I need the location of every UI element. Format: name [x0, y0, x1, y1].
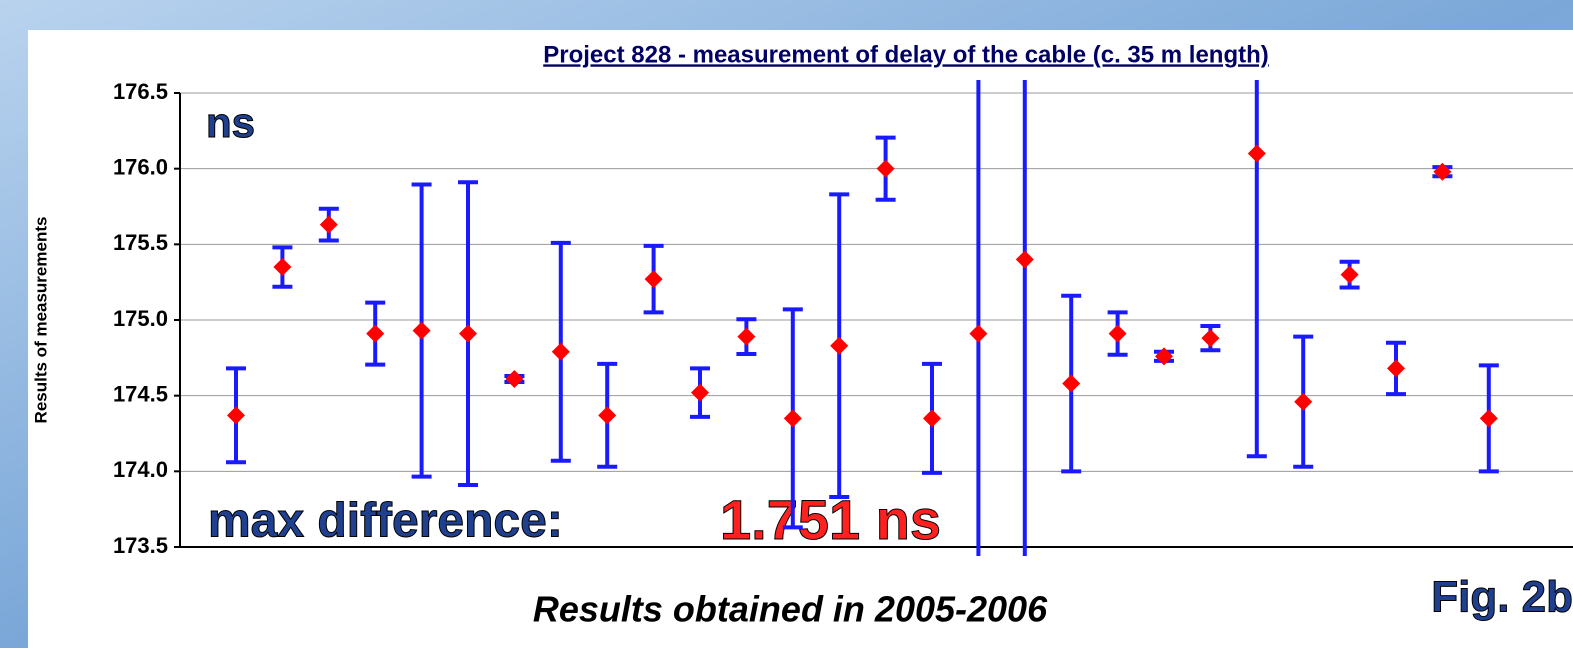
marker — [1340, 265, 1359, 284]
marker — [783, 409, 802, 428]
marker — [1433, 162, 1452, 181]
marker — [969, 324, 988, 343]
plot: 173.5 174.0 174.5 175.0 175.5 176.0 176.5 — [113, 79, 1573, 558]
y-tick-label: 175.0 — [113, 306, 168, 331]
marker — [551, 342, 570, 361]
marker — [923, 409, 941, 428]
marker — [273, 258, 292, 277]
marker — [598, 406, 617, 425]
x-axis-label: Results obtained in 2005-2006 — [533, 589, 1048, 630]
marker — [876, 159, 895, 178]
marker — [1387, 359, 1405, 378]
marker — [1108, 324, 1127, 343]
marker — [691, 383, 709, 402]
figure-label: Fig. 2b — [1431, 573, 1573, 622]
chart-title: Project 828 - measurement of delay of th… — [543, 41, 1269, 68]
marker — [1294, 392, 1313, 411]
marker — [830, 336, 849, 355]
marker — [366, 324, 385, 343]
marker — [1247, 144, 1266, 163]
marker — [1201, 329, 1220, 348]
y-tick-label: 173.5 — [113, 533, 168, 558]
marker — [459, 324, 477, 343]
marker — [319, 215, 338, 234]
marker — [737, 327, 756, 346]
marker — [1155, 347, 1173, 366]
annotation-label: max difference: — [208, 495, 563, 548]
marker — [505, 370, 524, 389]
plot-panel — [28, 30, 1573, 648]
y-tick-label: 176.0 — [113, 154, 168, 179]
marker — [1479, 409, 1498, 428]
unit-note: ns — [206, 99, 255, 146]
y-axis-label: Results of measurements — [31, 217, 50, 424]
y-tick-label: 174.0 — [113, 457, 168, 482]
y-tick-label: 176.5 — [113, 79, 168, 104]
y-tick-label: 175.5 — [113, 230, 168, 255]
y-tick-label: 174.5 — [113, 381, 168, 406]
marker — [412, 321, 431, 340]
marker — [1015, 250, 1034, 269]
marker — [1062, 374, 1081, 393]
marker — [644, 270, 663, 289]
marker — [227, 406, 245, 425]
